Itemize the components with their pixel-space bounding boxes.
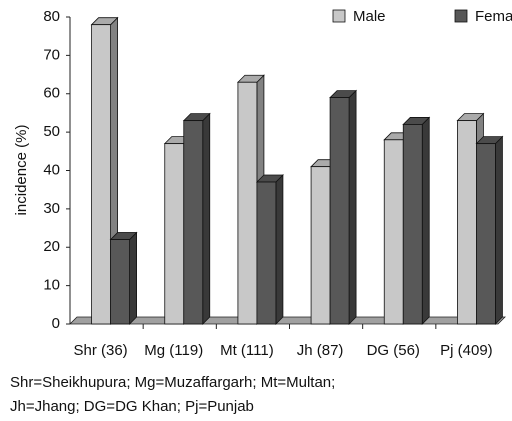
legend-swatch	[454, 9, 468, 23]
bar	[164, 143, 185, 325]
x-tick-label: Pj (409)	[440, 342, 493, 359]
bar	[91, 24, 111, 325]
bar	[329, 97, 350, 325]
bar-side	[495, 135, 503, 325]
bar-side	[348, 89, 357, 325]
bar	[476, 143, 496, 325]
y-tick-label: 40	[43, 161, 60, 178]
y-tick-label: 50	[43, 123, 60, 140]
y-axis-label: incidence (%)	[13, 125, 30, 216]
bar	[183, 120, 204, 325]
bar	[402, 124, 423, 325]
x-tick-label: DG (56)	[367, 342, 420, 359]
bar	[110, 239, 130, 325]
x-tick-label: Mg (119)	[144, 342, 203, 359]
y-tick-label: 60	[43, 85, 60, 102]
bar	[383, 139, 404, 325]
y-tick-label: 0	[52, 315, 60, 332]
y-tick-label: 10	[43, 277, 60, 294]
x-tick-label: Jh (87)	[297, 342, 344, 359]
bar	[310, 166, 331, 325]
footnote: Shr=Sheikhupura; Mg=Muzaffargarh; Mt=Mul…	[10, 374, 335, 391]
legend-label: Female	[475, 8, 512, 25]
x-tick-label: Mt (111)	[220, 342, 274, 359]
bar-side	[421, 116, 430, 325]
y-tick-label: 80	[43, 8, 60, 25]
bar	[457, 120, 477, 325]
legend-swatch	[332, 9, 346, 23]
bar-side	[129, 231, 137, 325]
x-tick-label: Shr (36)	[73, 342, 127, 359]
bar-side	[275, 174, 284, 325]
y-tick-label: 70	[43, 46, 60, 63]
footnote: Jh=Jhang; DG=DG Khan; Pj=Punjab	[10, 398, 254, 415]
bar	[237, 81, 258, 325]
bar	[256, 181, 277, 325]
y-tick-label: 20	[43, 238, 60, 255]
y-tick-label: 30	[43, 200, 60, 217]
legend-label: Male	[353, 8, 386, 25]
bar-side	[202, 112, 211, 325]
